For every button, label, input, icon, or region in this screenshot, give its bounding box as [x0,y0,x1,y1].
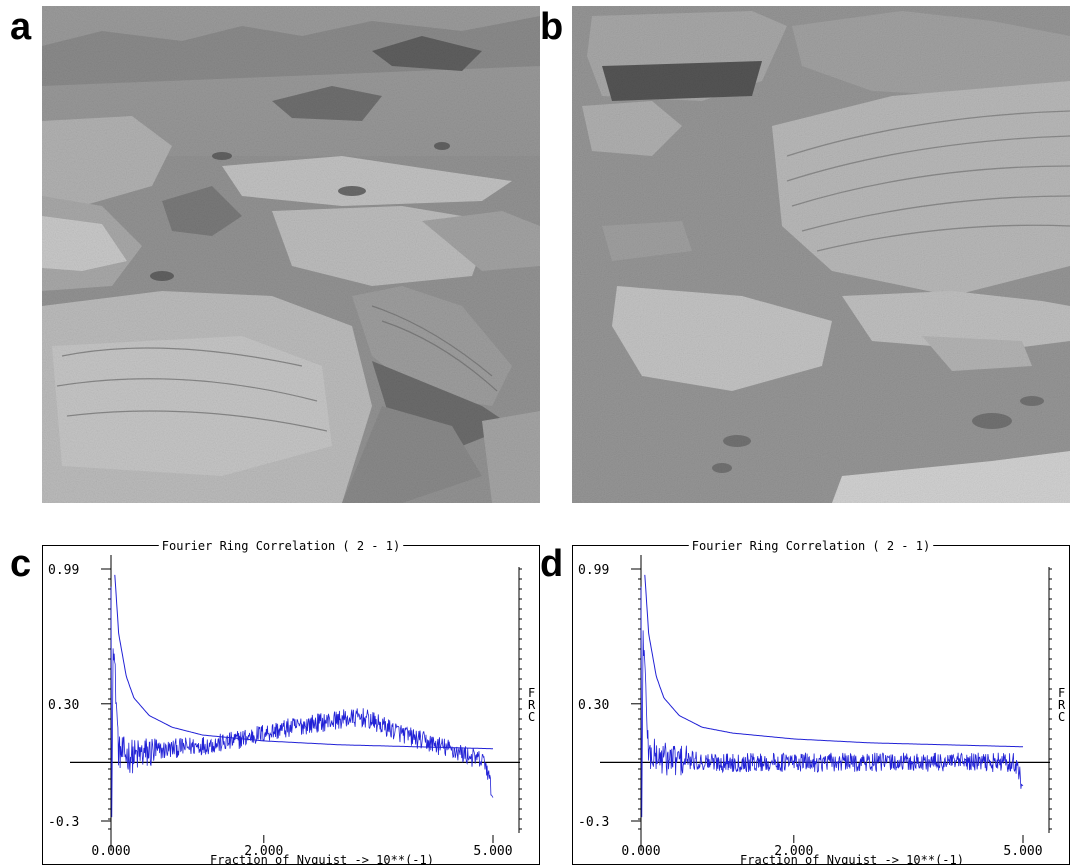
y-tick-label: 0.30 [48,698,79,713]
frc-curve [110,586,494,818]
plot-title: Fourier Ring Correlation ( 2 - 1) [692,539,930,553]
frc-plot-d: Fourier Ring Correlation ( 2 - 1) 0.99 0.3… [572,537,1070,865]
x-tick-label: 5.000 [1003,844,1042,859]
x-tick-label: 5.000 [473,844,512,859]
y-axis-label-letter: F [528,686,535,700]
plot-title: Fourier Ring Correlation ( 2 - 1) [162,539,400,553]
y-tick-label: 0.99 [578,563,609,578]
frc-curve [640,586,1024,818]
panel-label-b: b [540,6,564,48]
plot-frame [572,545,1070,865]
y-axis-label-letter: C [528,710,535,724]
x-tick-label: 0.000 [621,844,660,859]
terrain-photo-a [42,6,540,503]
title-backing [688,539,934,553]
threshold-curve [644,574,1024,748]
terrain-photo-b [572,6,1070,503]
y-axis-label-letter: C [1058,710,1065,724]
plot-frame [42,545,540,865]
x-tick-label: 0.000 [91,844,130,859]
x-tick-label: 2.000 [774,844,813,859]
frc-plot-c: Fourier Ring Correlation ( 2 - 1) 0.99 0.3… [42,537,540,865]
y-tick-label: 0.30 [578,698,609,713]
title-backing [158,539,404,553]
threshold-curve [114,574,493,750]
panel-label-d: d [540,543,564,585]
y-axis-label-letter: F [1058,686,1065,700]
panel-label-c: c [10,543,32,585]
x-tick-label: 2.000 [244,844,283,859]
y-tick-label: -0.3 [578,815,609,830]
y-axis-label-letter: R [1058,698,1066,712]
x-axis-label: Fraction of Nyquist -> 10**(-1) [210,853,434,865]
panel-label-a: a [10,6,32,48]
y-axis-label-letter: R [528,698,536,712]
x-axis-label: Fraction of Nyquist -> 10**(-1) [740,853,964,865]
y-tick-label: -0.3 [48,815,79,830]
y-tick-label: 0.99 [48,563,79,578]
